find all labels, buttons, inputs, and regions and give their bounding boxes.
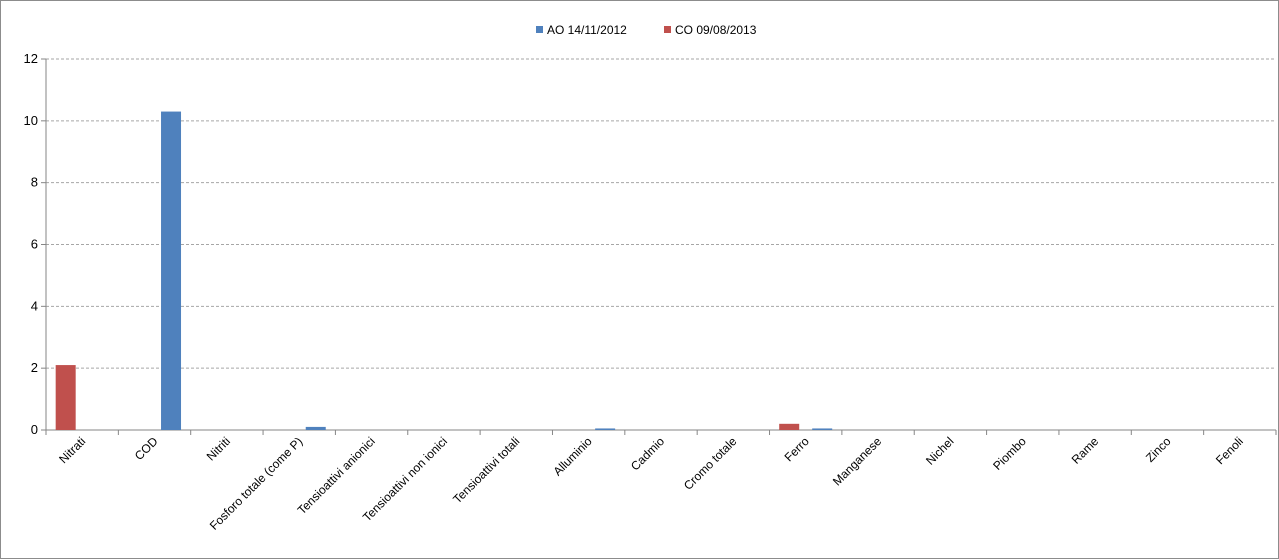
legend-label: AO 14/11/2012 (547, 23, 627, 37)
bar (55, 365, 76, 430)
x-category-label: Cromo totale (681, 434, 740, 493)
y-tick-label: 4 (31, 298, 38, 313)
x-category-label: Cadmio (628, 434, 667, 473)
x-category-label: Ferro (782, 434, 812, 464)
x-category-label: Tensioattivi totali (450, 434, 522, 506)
bar (779, 423, 800, 430)
legend-label: CO 09/08/2013 (675, 23, 757, 37)
x-category-label: Rame (1069, 434, 1102, 467)
x-category-label: Alluminio (550, 434, 595, 479)
x-category-label: Manganese (830, 434, 884, 488)
y-tick-label: 0 (31, 422, 38, 437)
bar (812, 428, 833, 430)
y-tick-label: 2 (31, 360, 38, 375)
y-tick-label: 10 (24, 113, 38, 128)
y-tick-label: 12 (24, 51, 38, 66)
x-category-label: COD (132, 434, 161, 463)
x-category-label: Nichel (923, 434, 956, 467)
x-category-label: Zinco (1143, 434, 1174, 465)
bar (161, 111, 182, 430)
x-category-label: Tensioattivi anionici (295, 434, 378, 517)
x-category-label: Nitriti (204, 434, 233, 463)
x-category-label: Nitrati (56, 434, 88, 466)
y-tick-label: 6 (31, 237, 38, 252)
legend-swatch (536, 26, 543, 33)
x-category-label: Piombo (990, 434, 1029, 473)
y-tick-label: 8 (31, 175, 38, 190)
legend-swatch (664, 26, 671, 33)
x-category-label: Fenoli (1213, 434, 1246, 467)
bar (305, 426, 326, 430)
bar (595, 428, 616, 430)
